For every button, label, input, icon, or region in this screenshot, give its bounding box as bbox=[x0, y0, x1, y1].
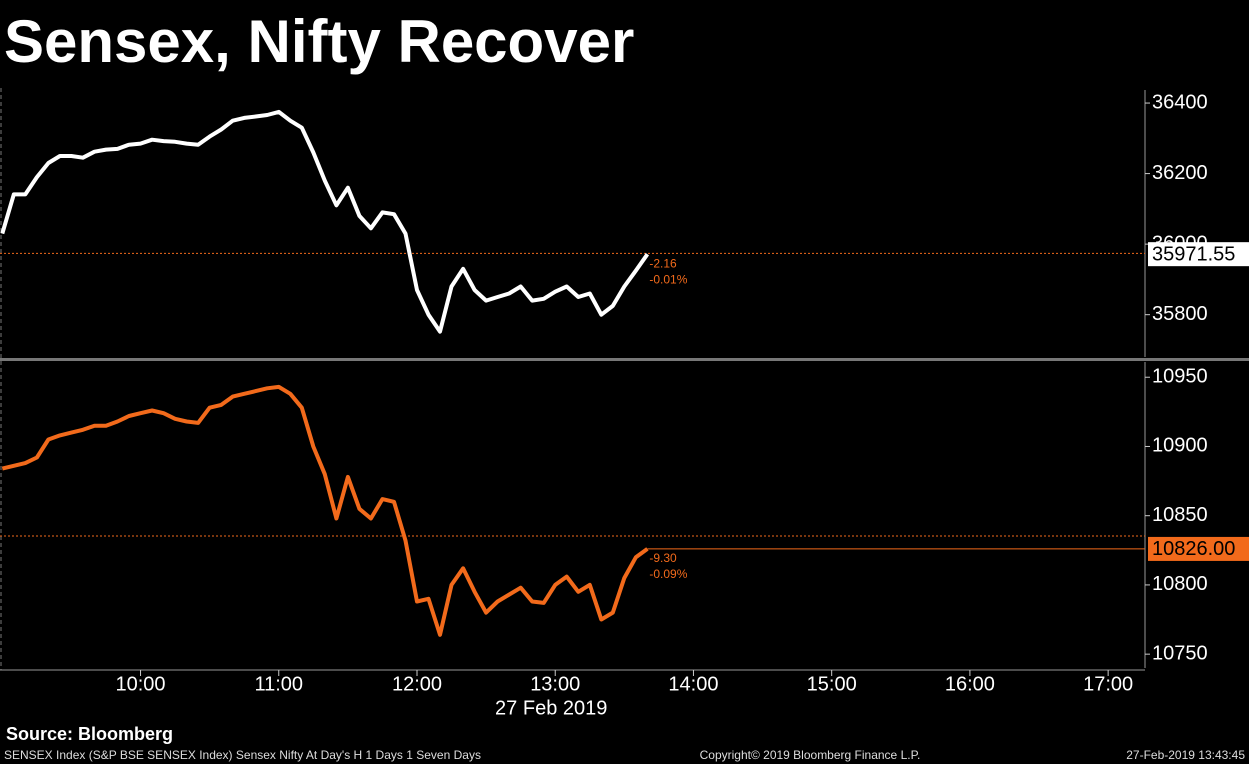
series-line bbox=[0, 109, 650, 334]
y-tick-label: 10850 bbox=[1152, 504, 1208, 526]
x-axis-label: 27 Feb 2019 bbox=[495, 697, 607, 719]
x-tick-label: 15:00 bbox=[807, 673, 857, 695]
x-tick-label: 14:00 bbox=[668, 673, 718, 695]
y-tick-label: 36200 bbox=[1152, 162, 1208, 184]
source: Source: Bloomberg bbox=[6, 724, 173, 744]
footer-right: 27-Feb-2019 13:43:45 bbox=[1126, 748, 1245, 762]
change-label: -0.01% bbox=[649, 272, 687, 286]
y-tick-label: 36400 bbox=[1152, 91, 1208, 113]
footer-left: SENSEX Index (S&P BSE SENSEX Index) Sens… bbox=[4, 748, 481, 762]
series-line bbox=[1, 384, 649, 637]
footer-center: Copyright© 2019 Bloomberg Finance L.P. bbox=[700, 748, 921, 762]
x-tick-label: 16:00 bbox=[945, 673, 995, 695]
last-value-label: 10826.00 bbox=[1152, 538, 1235, 560]
last-value-box bbox=[1148, 536, 1249, 561]
y-tick-label: 35800 bbox=[1152, 303, 1208, 325]
x-tick-label: 11:00 bbox=[254, 673, 303, 695]
y-tick-label: 10750 bbox=[1152, 642, 1208, 664]
change-label: -0.09% bbox=[649, 567, 687, 581]
x-tick-label: 12:00 bbox=[392, 673, 442, 695]
x-tick-label: 13:00 bbox=[530, 673, 580, 695]
y-tick-label: 10800 bbox=[1152, 573, 1208, 595]
x-tick-label: 17:00 bbox=[1083, 673, 1133, 695]
y-tick-label: 10900 bbox=[1152, 435, 1208, 457]
last-value-label: 35971.55 bbox=[1152, 243, 1235, 265]
y-tick-label: 10950 bbox=[1152, 366, 1208, 388]
last-value-box bbox=[1148, 242, 1249, 267]
chart-title: Sensex, Nifty Recover bbox=[4, 8, 634, 75]
x-tick-label: 10:00 bbox=[116, 673, 166, 695]
change-label: -9.30 bbox=[649, 551, 677, 565]
change-label: -2.16 bbox=[649, 256, 677, 270]
